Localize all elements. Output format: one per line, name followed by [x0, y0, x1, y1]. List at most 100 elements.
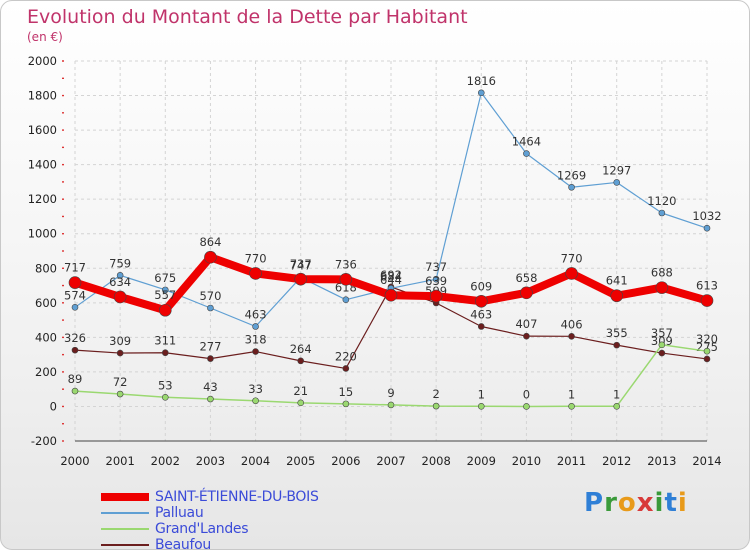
data-label: 1464: [512, 135, 541, 149]
data-label: 688: [651, 266, 673, 280]
data-label: 1032: [692, 209, 721, 223]
y-tick-label: 0: [50, 399, 57, 413]
data-label: 675: [154, 271, 176, 285]
data-label: 15: [339, 385, 354, 399]
data-point: [161, 286, 169, 294]
data-point: [568, 183, 575, 191]
data-label: 736: [335, 257, 357, 271]
data-label: 43: [203, 380, 218, 394]
data-point: [477, 402, 485, 410]
logo-letter: x: [636, 488, 655, 518]
y-tick-label: 1400: [28, 158, 57, 172]
data-point: [297, 399, 305, 407]
legend-item-grand-landes[interactable]: Grand'Landes: [101, 521, 319, 537]
data-point: [703, 355, 711, 363]
data-point: [703, 224, 711, 232]
logo-letter: P: [584, 488, 605, 518]
data-label: 1: [478, 387, 485, 401]
data-label: 309: [651, 334, 673, 348]
data-label: 737: [290, 257, 312, 271]
legend: SAINT-ÉTIENNE-DU-BOIS Palluau Grand'Land…: [101, 489, 319, 550]
data-label: 684: [380, 269, 402, 283]
unit-label: (en €): [27, 30, 63, 44]
data-point: [613, 341, 621, 349]
data-label: 717: [64, 261, 86, 275]
data-point: [703, 347, 711, 355]
data-point: [252, 397, 259, 405]
data-point: [613, 179, 621, 186]
data-label: 72: [113, 375, 128, 389]
data-label: 406: [561, 317, 583, 331]
data-label: 326: [64, 331, 86, 345]
data-point: [610, 289, 624, 303]
legend-swatch: [101, 528, 149, 530]
x-tick-label: 2001: [106, 454, 135, 468]
data-point: [520, 286, 533, 300]
y-tick-label: 800: [35, 261, 57, 275]
data-point: [113, 290, 127, 304]
y-tick-label: -200: [31, 434, 57, 448]
y-tick-label: 600: [35, 296, 57, 310]
data-label: 320: [696, 332, 718, 346]
data-point: [207, 304, 214, 312]
data-label: 309: [109, 334, 131, 348]
data-point: [655, 281, 669, 294]
x-tick-label: 2006: [331, 454, 360, 468]
data-label: 574: [64, 288, 86, 302]
data-label: 1120: [647, 194, 676, 208]
data-point: [658, 341, 666, 349]
legend-item-beaufou[interactable]: Beaufou: [101, 537, 319, 550]
legend-item-palluau[interactable]: Palluau: [101, 505, 319, 521]
y-tick-label: 1600: [28, 123, 57, 137]
data-label: 21: [293, 384, 308, 398]
data-label: 658: [515, 271, 537, 285]
data-label: 33: [248, 382, 263, 396]
data-point: [116, 349, 124, 357]
data-label: 641: [606, 274, 628, 288]
data-label: 357: [651, 326, 673, 340]
data-point: [249, 267, 262, 280]
data-label: 759: [109, 256, 131, 270]
data-point: [297, 357, 305, 365]
data-label: 692: [380, 268, 402, 282]
data-point: [568, 402, 575, 410]
x-tick-label: 2005: [286, 454, 315, 468]
data-point: [204, 250, 217, 264]
data-point: [342, 296, 350, 304]
data-point: [71, 387, 79, 395]
data-label: 311: [154, 334, 176, 348]
data-point: [432, 275, 440, 283]
data-point: [477, 89, 485, 97]
data-label: 613: [696, 279, 718, 293]
data-point: [71, 346, 79, 354]
data-label: 318: [245, 333, 267, 347]
legend-label: SAINT-ÉTIENNE-DU-BOIS: [155, 489, 319, 505]
data-label: 264: [290, 342, 312, 356]
data-label: 53: [158, 378, 173, 392]
data-label: 570: [199, 289, 221, 303]
x-tick-label: 2011: [557, 454, 586, 468]
data-label: 557: [154, 288, 176, 302]
data-label: 1269: [557, 168, 586, 182]
data-label: 2: [432, 387, 439, 401]
y-tick-label: 1200: [28, 192, 57, 206]
data-point: [294, 272, 308, 286]
data-point: [565, 267, 578, 280]
data-label: 463: [470, 307, 492, 321]
data-point: [387, 401, 395, 409]
y-tick-label: 2000: [28, 54, 57, 68]
data-point: [432, 402, 440, 410]
legend-label: Beaufou: [155, 537, 211, 550]
legend-item-saint-etienne-du-bois[interactable]: SAINT-ÉTIENNE-DU-BOIS: [101, 489, 319, 505]
x-tick-label: 2003: [196, 454, 225, 468]
legend-label: Grand'Landes: [155, 521, 249, 537]
data-label: 89: [68, 372, 83, 386]
data-label: 1: [568, 387, 575, 401]
x-tick-label: 2004: [241, 454, 270, 468]
data-point: [207, 395, 214, 403]
y-tick-label: 400: [35, 330, 57, 344]
data-label: 639: [425, 274, 447, 288]
data-point: [700, 294, 714, 307]
data-label: 747: [290, 258, 312, 272]
